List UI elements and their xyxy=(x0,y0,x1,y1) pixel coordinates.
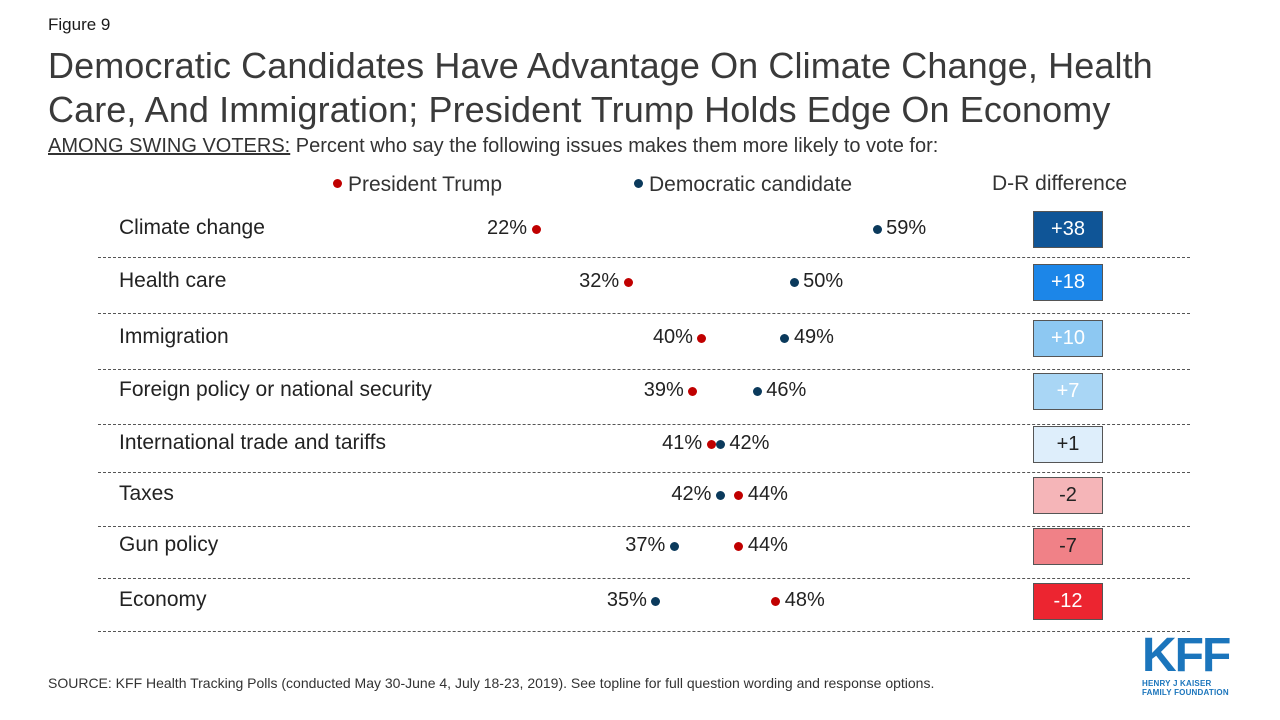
legend-trump-dot xyxy=(333,179,342,188)
row-label-immigration: Immigration xyxy=(119,325,229,348)
source-note: SOURCE: KFF Health Tracking Polls (condu… xyxy=(48,675,935,691)
diff-box-gun-policy: -7 xyxy=(1033,528,1103,565)
trump-dot-climate-change xyxy=(531,224,541,234)
row-separator xyxy=(98,578,1190,579)
trump-value-health-care: 32% xyxy=(579,270,620,292)
row-separator xyxy=(98,424,1190,425)
diff-box-immigration: +10 xyxy=(1033,320,1103,357)
legend-trump-label: President Trump xyxy=(348,173,503,196)
trump-value-foreign-policy-or-national-security: 39% xyxy=(643,379,684,401)
diff-box-health-care: +18 xyxy=(1033,264,1103,301)
row-separator xyxy=(98,526,1190,527)
trump-dot-taxes xyxy=(734,490,744,500)
kff-logo: KFF HENRY J KAISER FAMILY FOUNDATION xyxy=(1142,629,1237,698)
trump-value-gun-policy: 44% xyxy=(747,534,788,556)
subtitle-prefix: AMONG SWING VOTERS: xyxy=(48,135,291,157)
diff-box-international-trade-and-tariffs: +1 xyxy=(1033,426,1103,463)
trump-value-climate-change: 22% xyxy=(486,217,527,239)
row-label-climate-change: Climate change xyxy=(119,216,265,239)
dem-value-gun-policy: 37% xyxy=(625,534,666,556)
legend-dem-label: Democratic candidate xyxy=(649,173,853,196)
dem-value-international-trade-and-tariffs: 42% xyxy=(729,432,770,454)
trump-dot-immigration xyxy=(697,333,707,343)
diff-box-climate-change: +38 xyxy=(1033,211,1103,248)
row-separator xyxy=(98,257,1190,258)
diff-box-taxes: -2 xyxy=(1033,477,1103,514)
dem-dot-health-care xyxy=(789,277,799,287)
dem-value-health-care: 50% xyxy=(803,270,844,292)
dem-dot-gun-policy xyxy=(669,541,679,551)
trump-dot-gun-policy xyxy=(734,541,744,551)
legend-dem: Democratic candidate xyxy=(634,173,852,197)
row-separator xyxy=(98,313,1190,314)
kff-logo-mark: KFF xyxy=(1142,629,1231,682)
row-separator xyxy=(98,472,1190,473)
dem-dot-climate-change xyxy=(872,224,882,234)
dem-value-climate-change: 59% xyxy=(886,217,927,239)
trump-value-international-trade-and-tariffs: 41% xyxy=(662,432,703,454)
row-label-gun-policy: Gun policy xyxy=(119,533,219,556)
trump-dot-health-care xyxy=(623,277,633,287)
row-label-taxes: Taxes xyxy=(119,482,174,505)
dem-value-economy: 35% xyxy=(606,589,647,611)
trump-value-economy: 48% xyxy=(784,589,825,611)
legend-trump: President Trump xyxy=(333,173,502,197)
dem-dot-taxes xyxy=(715,490,725,500)
trump-dot-economy xyxy=(771,596,781,606)
row-label-foreign-policy-or-national-security: Foreign policy or national security xyxy=(119,378,432,401)
dem-dot-international-trade-and-tariffs xyxy=(715,439,725,449)
trump-value-taxes: 44% xyxy=(747,483,788,505)
dem-dot-foreign-policy-or-national-security xyxy=(752,386,762,396)
kff-logo-org-line2: FAMILY FOUNDATION xyxy=(1142,688,1229,697)
dem-value-taxes: 42% xyxy=(671,483,712,505)
trump-dot-foreign-policy-or-national-security xyxy=(688,386,698,396)
dem-value-immigration: 49% xyxy=(793,326,834,348)
row-label-economy: Economy xyxy=(119,588,207,611)
legend-dem-dot xyxy=(634,179,643,188)
chart-subtitle: AMONG SWING VOTERS: Percent who say the … xyxy=(48,135,938,158)
row-separator xyxy=(98,631,1190,632)
dem-dot-economy xyxy=(651,596,661,606)
trump-value-immigration: 40% xyxy=(652,326,693,348)
subtitle-text: Percent who say the following issues mak… xyxy=(290,135,939,157)
diff-box-economy: -12 xyxy=(1033,583,1103,620)
dem-value-foreign-policy-or-national-security: 46% xyxy=(766,379,807,401)
row-label-health-care: Health care xyxy=(119,269,227,292)
diff-header: D-R difference xyxy=(992,172,1128,195)
dem-dot-immigration xyxy=(780,333,790,343)
trump-dot-international-trade-and-tariffs xyxy=(706,439,716,449)
kff-logo-org-line1: HENRY J KAISER xyxy=(1142,679,1212,688)
figure-label: Figure 9 xyxy=(48,15,111,34)
chart-title: Democratic Candidates Have Advantage On … xyxy=(48,45,1153,130)
row-separator xyxy=(98,369,1190,370)
row-label-international-trade-and-tariffs: International trade and tariffs xyxy=(119,431,386,454)
diff-box-foreign-policy-or-national-security: +7 xyxy=(1033,373,1103,410)
